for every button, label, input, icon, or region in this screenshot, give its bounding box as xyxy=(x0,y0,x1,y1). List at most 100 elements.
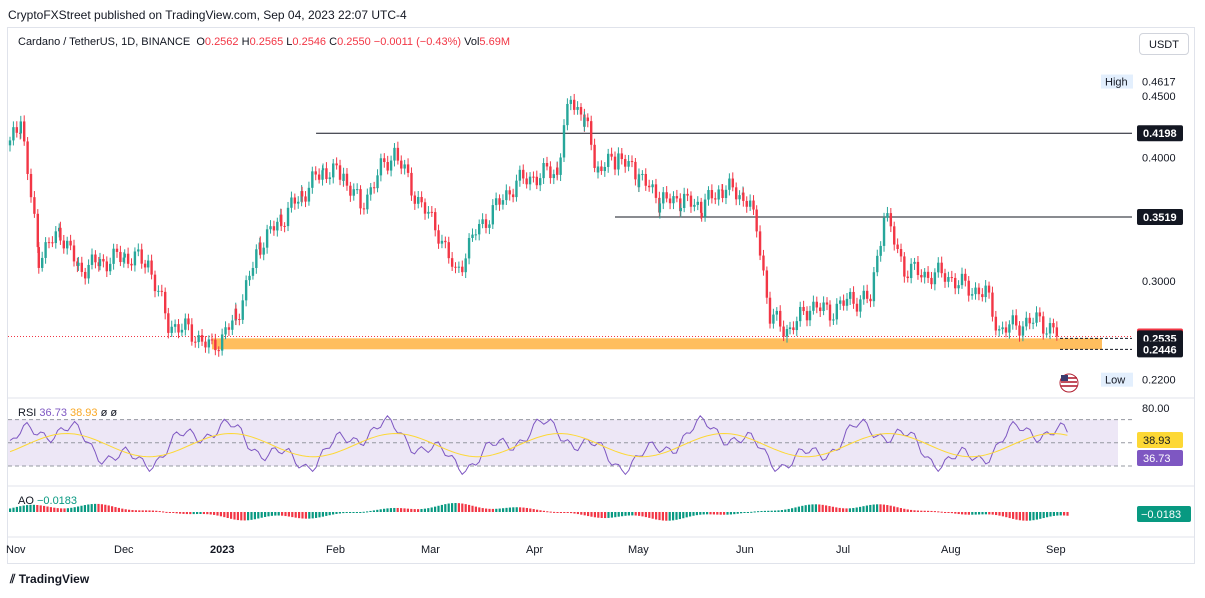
candle-body xyxy=(997,329,1001,331)
ao-bar xyxy=(304,512,307,519)
ao-bar xyxy=(733,512,736,515)
ao-bar xyxy=(774,510,777,512)
candle-body xyxy=(532,176,535,178)
ao-bar xyxy=(525,507,528,512)
ao-bar xyxy=(678,512,681,520)
ao-bar xyxy=(199,512,202,515)
candle-body xyxy=(634,161,637,180)
ao-bar xyxy=(869,504,872,512)
candle-body xyxy=(280,214,283,226)
ao-title[interactable]: AO xyxy=(18,495,34,507)
ao-bar xyxy=(345,512,348,513)
ao-bar xyxy=(66,508,69,512)
ao-bar xyxy=(576,512,579,515)
ao-bar xyxy=(185,512,188,515)
candle-body xyxy=(620,153,623,160)
ao-bar xyxy=(828,506,831,512)
ao-bar xyxy=(1015,512,1018,520)
candle-body xyxy=(437,230,440,244)
ao-bar xyxy=(485,508,488,512)
ao-bar xyxy=(624,512,627,516)
candle-body xyxy=(33,197,36,214)
ao-bar xyxy=(872,504,875,512)
ao-bar xyxy=(886,505,889,512)
ao-bar xyxy=(36,504,39,512)
ao-bar xyxy=(702,512,705,515)
ao-bar xyxy=(206,512,209,515)
ao-bar xyxy=(209,512,212,515)
candle-body xyxy=(494,198,498,206)
ao-bar xyxy=(468,504,471,512)
ao-bar xyxy=(1022,512,1025,521)
candle-body xyxy=(1042,316,1045,334)
extreme-label-high: High xyxy=(1105,77,1128,89)
candle-body xyxy=(724,189,728,199)
candle-body xyxy=(675,196,679,199)
candle-body xyxy=(668,198,672,204)
candle-body xyxy=(607,153,610,167)
ao-bar xyxy=(1046,512,1049,518)
candle-body xyxy=(420,196,423,203)
ao-bar xyxy=(617,512,620,517)
candle-body xyxy=(224,327,227,335)
ao-bar xyxy=(498,508,501,512)
ao-bar xyxy=(906,509,909,512)
candle-body xyxy=(1008,324,1011,333)
candle-body xyxy=(204,341,207,348)
candle-body xyxy=(923,271,926,278)
ao-bar xyxy=(831,506,834,512)
tradingview-logo[interactable]: ⫽ TradingView xyxy=(10,572,89,587)
rsi-title[interactable]: RSI xyxy=(18,407,37,419)
time-axis-label: Dec xyxy=(114,544,134,556)
price-label-bg xyxy=(1137,208,1183,225)
support-zone[interactable] xyxy=(211,338,1102,350)
ao-bar xyxy=(937,511,940,513)
candle-body xyxy=(90,254,94,265)
candle-body xyxy=(498,198,501,205)
ao-bar xyxy=(46,506,49,512)
candle-body xyxy=(450,258,454,267)
ao-bar xyxy=(369,510,372,512)
symbol-name[interactable]: Cardano / TetherUS, 1D, BINANCE xyxy=(18,36,191,48)
ao-bar xyxy=(413,509,416,512)
candle-body xyxy=(795,321,798,331)
ao-bar xyxy=(563,512,566,513)
candle-body xyxy=(194,341,197,343)
ao-bar xyxy=(549,511,552,513)
candle-body xyxy=(913,261,916,264)
time-axis-label: Jun xyxy=(736,544,754,556)
candle-body xyxy=(926,271,930,278)
ao-bar xyxy=(464,504,467,512)
candle-body xyxy=(862,290,865,300)
tradingview-brand: TradingView xyxy=(18,572,90,586)
candle-body xyxy=(717,189,720,200)
candle-body xyxy=(69,240,72,246)
ao-bar xyxy=(933,511,936,513)
ao-bar xyxy=(1005,512,1008,518)
ao-bar xyxy=(162,511,165,513)
ao-bar xyxy=(1049,512,1052,517)
ao-bar xyxy=(403,508,406,512)
ao-bar xyxy=(56,508,59,512)
candle-body xyxy=(876,255,879,273)
ao-bar xyxy=(536,509,539,512)
candle-body xyxy=(700,212,703,217)
currency-button[interactable]: USDT xyxy=(1139,33,1189,55)
ao-bar xyxy=(723,512,726,515)
ao-bar xyxy=(794,507,797,512)
ao-bar xyxy=(260,512,263,518)
ao-bar xyxy=(1029,512,1032,521)
candle-body xyxy=(805,311,809,321)
ao-bar xyxy=(502,508,505,512)
open-value: 0.2562 xyxy=(204,36,239,48)
ao-bar xyxy=(447,503,450,512)
candle-body xyxy=(819,307,822,312)
ao-bar xyxy=(427,508,430,512)
candle-body xyxy=(80,262,83,272)
ao-bar xyxy=(743,512,746,513)
ao-bar xyxy=(393,507,396,512)
ao-bar xyxy=(287,512,290,517)
candle-body xyxy=(586,117,589,122)
candle-body xyxy=(734,187,738,200)
